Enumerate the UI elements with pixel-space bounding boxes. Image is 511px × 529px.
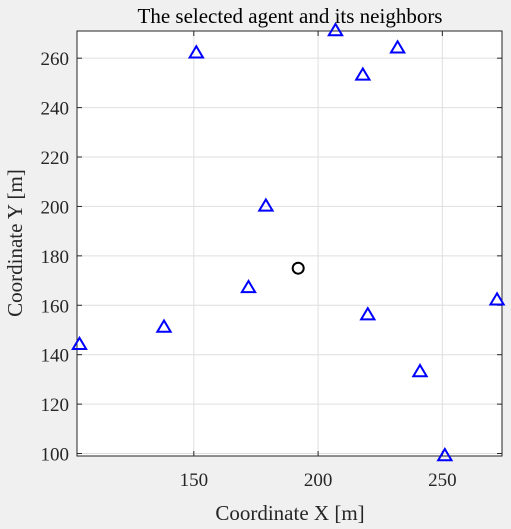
neighbor-point <box>155 318 173 333</box>
axis-ticks <box>77 31 502 456</box>
y-tick-label: 200 <box>41 197 70 218</box>
neighbor-point <box>411 363 429 378</box>
neighbor-point <box>327 22 344 37</box>
neighbor-point <box>359 306 377 321</box>
grid-lines <box>77 31 502 456</box>
neighbor-point <box>436 447 454 462</box>
y-tick-label: 240 <box>41 99 70 120</box>
y-tick-label: 140 <box>41 346 70 367</box>
neighbor-point <box>354 66 372 81</box>
neighbor-point <box>389 39 407 54</box>
y-tick-label: 220 <box>41 148 70 169</box>
data-markers <box>71 22 506 462</box>
y-tick-labels: 100 120 140 160 180 200 220 240 260 <box>41 49 70 465</box>
neighbor-point <box>187 44 205 59</box>
plot-frame <box>76 30 503 457</box>
neighbor-point <box>71 335 88 351</box>
x-tick-label: 150 <box>180 470 209 491</box>
chart-title: The selected agent and its neighbors <box>138 4 443 28</box>
y-tick-label: 180 <box>41 247 70 268</box>
y-tick-label: 260 <box>41 49 70 70</box>
plot-area <box>77 31 502 456</box>
x-tick-label: 250 <box>428 470 457 491</box>
y-tick-label: 100 <box>41 445 70 466</box>
y-axis-title: Coordinate Y [m] <box>3 169 27 317</box>
neighbor-point <box>257 197 275 212</box>
x-axis-title: Coordinate X [m] <box>215 501 364 525</box>
selected-agent-point <box>291 261 305 275</box>
y-tick-label: 120 <box>41 395 70 416</box>
neighbor-point <box>240 279 257 294</box>
y-tick-label: 160 <box>41 296 70 317</box>
x-tick-label: 200 <box>304 470 333 491</box>
neighbor-point <box>488 291 506 306</box>
x-tick-labels: 150 200 250 <box>180 470 457 491</box>
